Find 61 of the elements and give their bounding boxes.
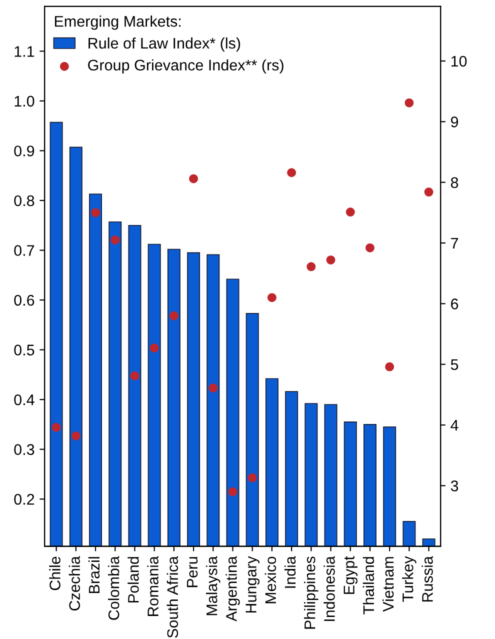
x-tick-label: Turkey [402,556,416,602]
point [208,384,218,392]
y2-tick-label: 9 [450,116,458,128]
point [306,262,316,272]
point [424,188,434,197]
x-tick-label: Chile [49,556,60,590]
y2-tick-label: 10 [451,56,467,67]
point [110,235,120,244]
x-tick-label: Hungary [246,556,260,613]
x-tick-label: Brazil [88,557,100,594]
point [150,343,159,352]
y2-tick-label: 7 [451,238,458,249]
point [248,473,257,482]
y-tick-label: 1.1 [14,46,34,57]
point [385,362,394,372]
x-tick-label: Russia [422,556,433,602]
y-tick-label: 0.3 [14,444,34,455]
x-tick-label: Mexico [264,556,276,604]
point [404,98,414,108]
y-tick-label: 0.5 [14,344,34,356]
x-tick-label: Indonesia [324,556,335,621]
x-tick-label: Poland [128,557,139,602]
legend-title: Emerging Markets: [54,16,181,30]
y2-tick-label: 6 [451,298,458,310]
point [71,431,80,440]
y-tick-label: 0.6 [14,294,34,306]
point [52,422,61,432]
point [326,255,336,264]
point [189,174,198,184]
x-tick-label: South Africa [166,556,178,638]
y-tick-label: 0.4 [14,394,34,406]
y-tick-label: 0.8 [14,195,34,206]
legend-label: Rule of Law Index* (ls) [88,37,240,52]
y-tick-label: 1.0 [14,96,34,107]
point [169,311,178,320]
y2-tick-label: 5 [450,359,458,370]
point [365,243,374,252]
point [228,487,238,496]
x-tick-label: Czechia [68,556,80,610]
x-tick-label: Thailand [362,557,374,614]
legend-label: Group Grievance Index** (rs) [88,59,284,74]
x-tick-label: Egypt [344,556,358,594]
point [130,371,140,380]
y2-tick-label: 3 [450,480,458,492]
x-tick-label: Romania [147,556,158,616]
x-tick-label: Vietnam [382,557,394,612]
y-tick-label: 0.2 [14,494,34,505]
x-tick-label: India [284,556,296,588]
point [267,293,276,302]
x-tick-label: Colombia [108,556,120,620]
point [287,168,296,178]
x-tick-label: Malaysia [206,556,220,616]
x-tick-label: Peru [186,557,198,588]
y-tick-label: 0.9 [14,146,34,156]
y2-tick-label: 4 [450,420,458,431]
y2-tick-label: 8 [450,177,458,188]
x-tick-label: Argentina [226,556,240,622]
point [346,208,355,217]
x-tick-label: Philippines [304,556,318,629]
point [91,208,100,218]
y-tick-label: 0.7 [14,245,34,256]
